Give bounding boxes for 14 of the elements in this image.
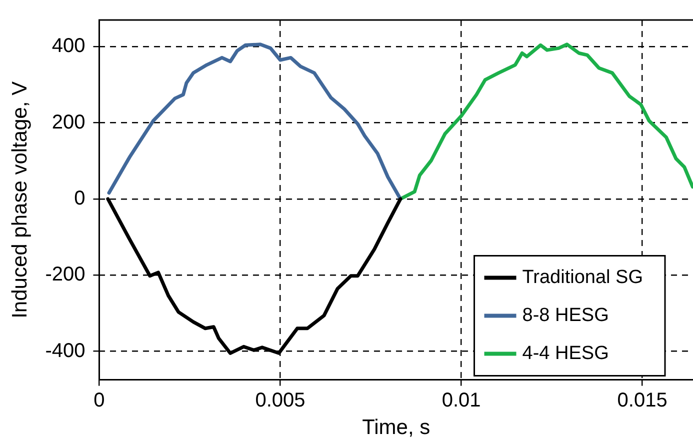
x-tick-label: 0.005: [255, 389, 306, 412]
y-tick-label: 200: [52, 111, 86, 134]
x-tick-label: 0: [94, 389, 105, 412]
x-tick-label: 0.015: [617, 389, 668, 412]
x-axis-title: Time, s: [362, 416, 430, 440]
legend-label: 8-8 HESG: [522, 305, 609, 326]
y-tick-label: -200: [45, 264, 86, 286]
legend-label: 4-4 HESG: [522, 343, 609, 364]
y-axis-title: Induced phase voltage, V: [8, 81, 32, 318]
y-tick-label: 0: [74, 187, 86, 210]
x-tick-label: 0.01: [442, 389, 481, 412]
y-tick-label: -400: [45, 340, 86, 362]
y-tick-label: 400: [52, 35, 86, 58]
legend-label: Traditional SG: [522, 267, 644, 288]
